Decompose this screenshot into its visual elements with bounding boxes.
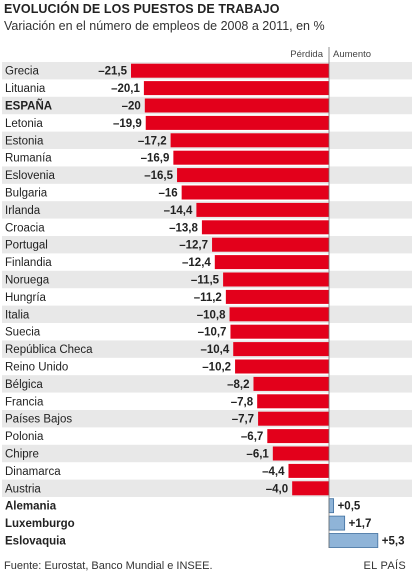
category-label: Bulgaria	[5, 188, 48, 200]
chart-title: EVOLUCIÓN DE LOS PUESTOS DE TRABAJO	[4, 2, 280, 16]
bar	[143, 81, 329, 96]
bar	[328, 498, 335, 514]
value-label: –4,0	[266, 483, 288, 495]
category-label: Italia	[5, 309, 30, 321]
value-label: –10,4	[200, 344, 229, 356]
legend-negative-label: Pérdida	[290, 49, 323, 60]
value-label: –20,1	[111, 83, 140, 95]
bar	[170, 133, 329, 148]
bar	[235, 359, 329, 374]
value-label: –11,2	[194, 292, 222, 304]
category-label: Finlandia	[5, 257, 52, 269]
bar	[272, 446, 329, 461]
category-label: Austria	[5, 483, 41, 495]
bar	[214, 255, 329, 270]
value-label: –12,4	[182, 257, 211, 269]
value-label: +5,3	[382, 536, 405, 548]
bars-group: Grecia –21,5 Lituania –20,1 ESPAÑA –20 Letonia…	[5, 63, 405, 548]
category-label: Reino Unido	[5, 362, 68, 374]
category-label: Dinamarca	[5, 466, 61, 478]
bar	[131, 63, 329, 78]
source-note: Fuente: Eurostat, Banco Mundial e INSEE.	[4, 560, 213, 572]
bar	[144, 98, 329, 113]
bar	[196, 202, 329, 217]
category-label: Países Bajos	[5, 414, 72, 426]
category-label: Irlanda	[5, 205, 41, 217]
bar	[267, 429, 329, 444]
value-label: –16	[158, 188, 177, 200]
category-label: Letonia	[5, 118, 43, 130]
value-label: –10,8	[197, 309, 226, 321]
value-label: –7,7	[232, 414, 254, 426]
value-label: –14,4	[164, 205, 193, 217]
category-label: Croacia	[5, 222, 45, 234]
category-label: Rumanía	[5, 153, 52, 165]
category-label: Eslovaquia	[5, 536, 66, 548]
value-label: –16,5	[144, 170, 173, 182]
bar	[258, 411, 329, 426]
row-stripe	[2, 479, 412, 497]
value-label: –12,7	[179, 240, 208, 252]
category-label: ESPAÑA	[5, 100, 52, 113]
category-label: Lituania	[5, 83, 46, 95]
bar	[173, 150, 329, 165]
bar	[292, 481, 329, 496]
category-label: Noruega	[5, 275, 50, 287]
value-label: –10,2	[202, 362, 231, 374]
chart-subtitle: Variación en el número de empleos de 200…	[4, 19, 325, 33]
bar	[201, 220, 329, 235]
category-label: Luxemburgo	[5, 518, 75, 530]
bar	[212, 237, 329, 252]
bar	[223, 272, 329, 287]
value-label: –8,2	[227, 379, 249, 391]
value-label: –13,8	[169, 222, 198, 234]
legend-positive-label: Aumento	[333, 49, 371, 60]
value-label: –21,5	[98, 66, 127, 78]
row-stripe	[2, 444, 412, 463]
category-label: Estonia	[5, 135, 44, 147]
value-label: –17,2	[138, 135, 167, 147]
bar	[230, 324, 329, 339]
value-label: –4,4	[262, 466, 285, 478]
category-label: Francia	[5, 396, 44, 408]
category-label: Bélgica	[5, 379, 43, 391]
category-label: Chipre	[5, 449, 39, 461]
value-label: –19,9	[113, 118, 142, 130]
category-label: República Checa	[5, 344, 93, 356]
value-label: –16,9	[141, 153, 170, 165]
bar	[253, 376, 329, 391]
category-label: Hungría	[5, 292, 47, 304]
bar	[288, 463, 329, 478]
value-label: –6,7	[241, 431, 263, 443]
bar	[257, 394, 329, 409]
bar	[328, 533, 379, 548]
category-label: Alemania	[5, 501, 57, 513]
category-label: Polonia	[5, 431, 44, 443]
category-label: Eslovenia	[5, 170, 55, 182]
value-label: +1,7	[349, 518, 372, 530]
row-stripe	[2, 375, 412, 393]
category-label: Grecia	[5, 66, 39, 78]
category-label: Suecia	[5, 327, 41, 339]
bar	[145, 115, 329, 130]
bar	[233, 342, 329, 357]
value-label: +0,5	[338, 501, 361, 513]
value-label: –10,7	[198, 327, 227, 339]
bar	[181, 185, 329, 200]
value-label: –20	[122, 101, 141, 113]
value-label: –11,5	[191, 275, 220, 287]
category-label: Portugal	[5, 240, 48, 252]
bar	[328, 515, 346, 531]
bar	[177, 168, 329, 183]
bar	[225, 289, 329, 304]
value-label: –7,8	[231, 396, 254, 408]
value-label: –6,1	[246, 449, 269, 461]
brand-label: EL PAÍS	[363, 560, 406, 572]
bar	[229, 307, 329, 322]
